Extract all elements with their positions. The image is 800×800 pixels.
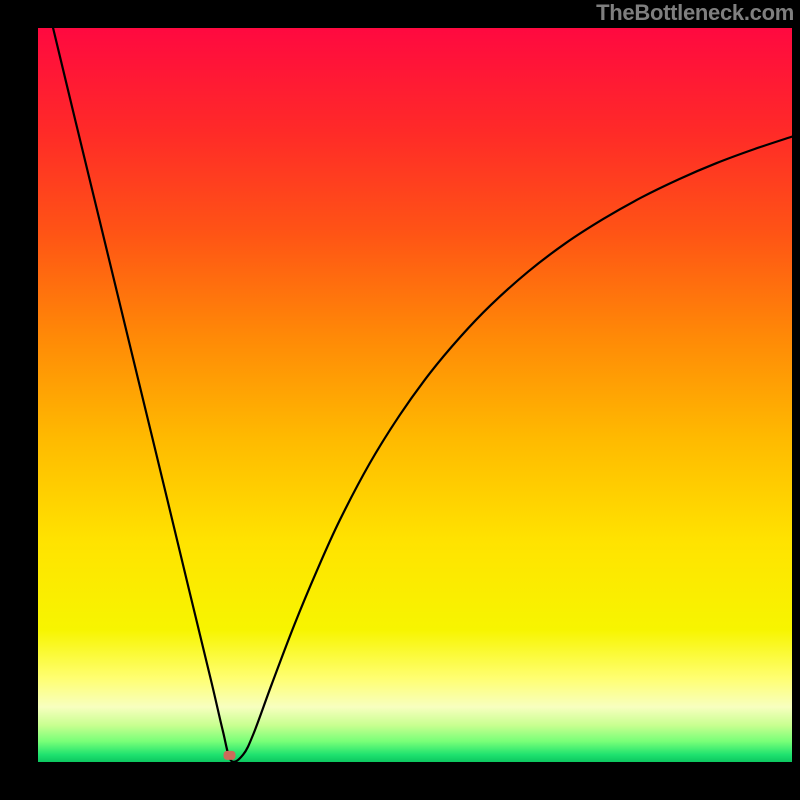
chart-container: TheBottleneck.com bbox=[0, 0, 800, 800]
optimal-point-marker bbox=[224, 751, 236, 760]
watermark-text: TheBottleneck.com bbox=[596, 0, 794, 26]
bottleneck-chart bbox=[0, 0, 800, 800]
